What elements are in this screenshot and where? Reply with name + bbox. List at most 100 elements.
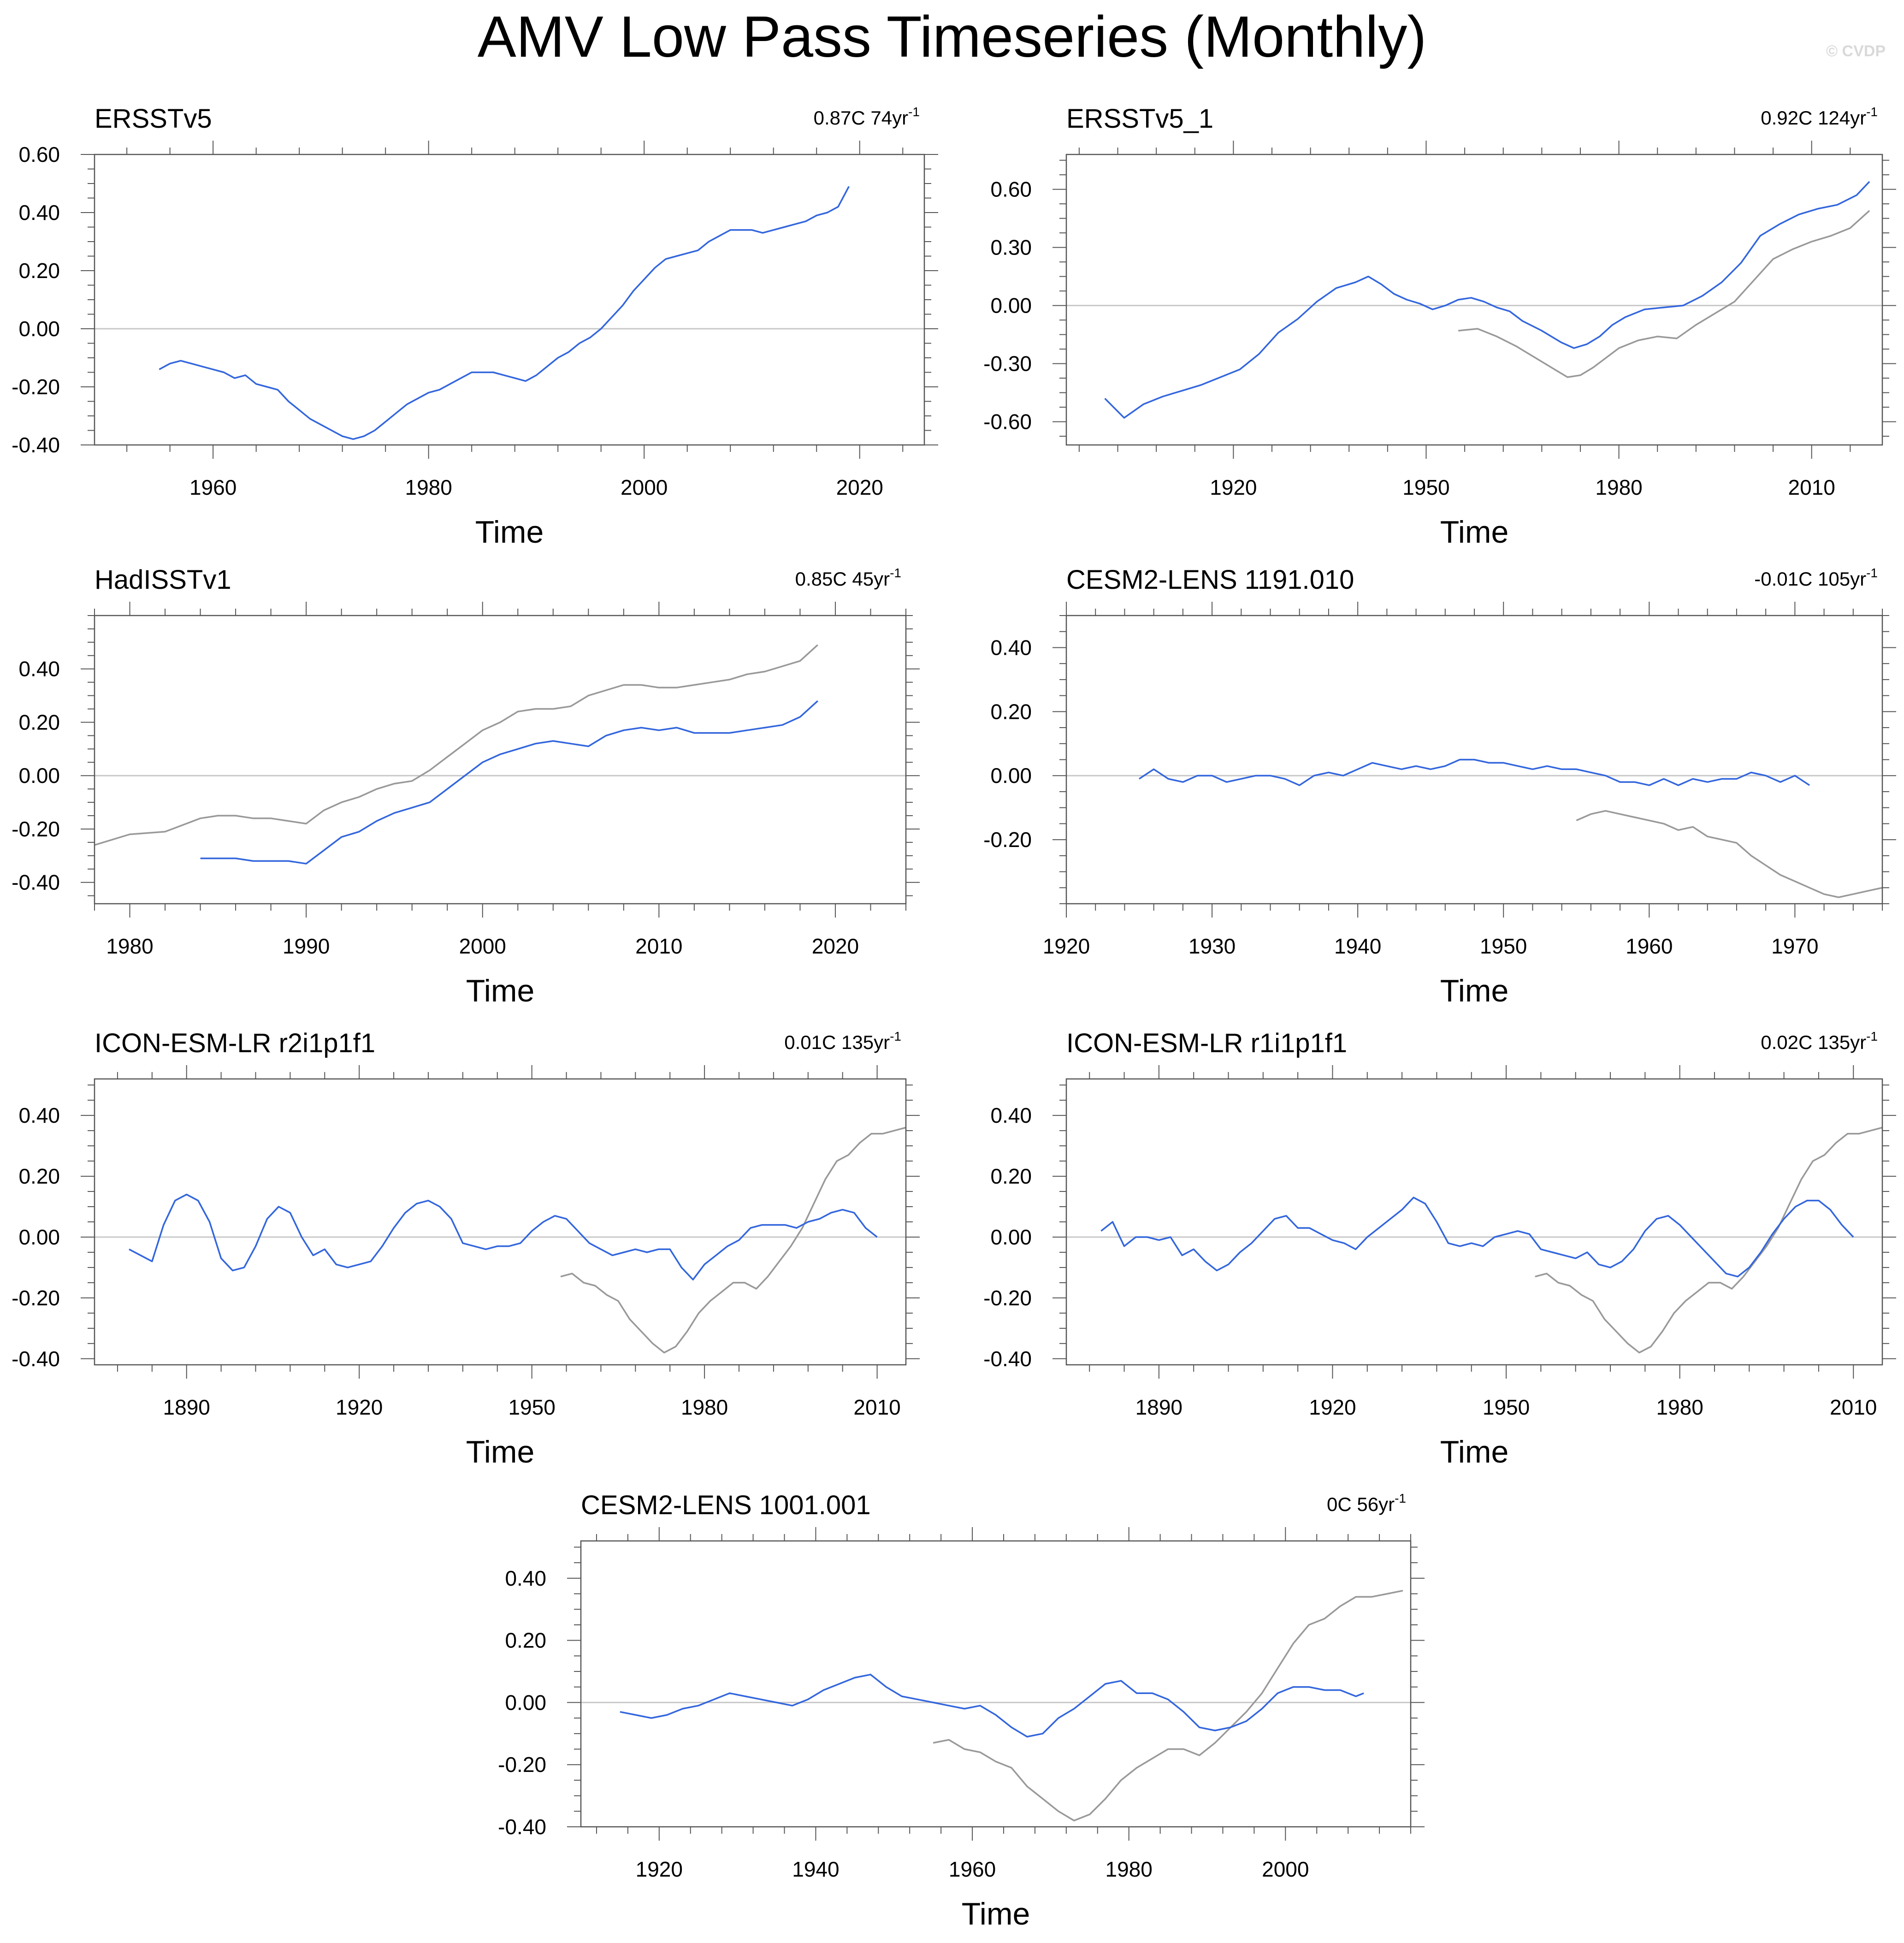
y-tick-label: -0.20 [983, 1286, 1032, 1310]
reference-series-line [1458, 210, 1870, 378]
primary-series-line [1104, 181, 1870, 419]
watermark: © CVDP [1826, 42, 1886, 60]
primary-series-line [200, 700, 818, 865]
panel-title: ICON-ESM-LR r2i1p1f1 [95, 1028, 375, 1058]
trend-annotation-superscript: -1 [1866, 105, 1878, 119]
series-group [129, 1126, 906, 1354]
x-tick-label: 1920 [1309, 1395, 1356, 1419]
y-tick-label: 0.60 [990, 178, 1032, 201]
y-tick-label: -0.40 [983, 1347, 1032, 1371]
trend-annotation: 0.02C 135yr-1 [1761, 1029, 1878, 1053]
trend-annotation-text: 0.92C 124yr [1761, 107, 1866, 129]
y-tick-label: -0.40 [12, 871, 60, 894]
x-tick-label: 1980 [405, 475, 452, 499]
panel-4: 1920 1930 1940 1950 1960 1970 -0.20 0.00 0.20 0.4… [983, 565, 1896, 1008]
y-tick-label: 0.20 [990, 699, 1032, 723]
series-group [1139, 758, 1882, 898]
trend-annotation-text: 0.02C 135yr [1761, 1031, 1866, 1053]
y-tick-label: 0.40 [505, 1566, 546, 1590]
x-tick-label: 1950 [1402, 475, 1449, 499]
trend-annotation-superscript: -1 [908, 105, 920, 119]
panel-title: CESM2-LENS 1001.001 [581, 1490, 871, 1520]
y-tick-label: 0.00 [505, 1690, 546, 1714]
y-tick-label: 0.40 [990, 635, 1032, 659]
y-tick-label: 0.40 [18, 657, 60, 681]
x-tick-label: 1980 [1106, 1857, 1153, 1881]
figure-title: AMV Low Pass Timeseries (Monthly) [477, 4, 1427, 69]
series-group [1104, 181, 1870, 419]
y-tick-label: 0.40 [18, 1103, 60, 1127]
y-tick-label: 0.00 [990, 764, 1032, 788]
x-tick-label: 2020 [836, 475, 883, 499]
x-tick-label: 1920 [1043, 934, 1090, 958]
x-axis-label: Time [1440, 1434, 1509, 1469]
plot-frame [94, 154, 925, 446]
y-tick-label: -0.20 [12, 817, 60, 841]
reference-series-line [933, 1590, 1403, 1822]
plot-frame [94, 615, 907, 905]
panel-title: HadISSTv1 [95, 565, 231, 595]
x-tick-label: 1920 [336, 1395, 383, 1419]
x-tick-label: 1950 [1480, 934, 1527, 958]
y-tick-label: 0.20 [18, 1164, 60, 1188]
y-tick-label: 0.20 [18, 710, 60, 734]
panel-1: 1960 1980 2000 2020 -0.40 -0.20 0.00 0.20 0.40 0.… [12, 104, 938, 550]
x-tick-label: 1890 [163, 1395, 210, 1419]
primary-series-line [159, 186, 850, 440]
primary-series-line [1139, 758, 1810, 786]
y-tick-label: 0.00 [18, 1225, 60, 1249]
trend-annotation-superscript: -1 [890, 566, 901, 580]
x-tick-label: 1940 [1334, 934, 1381, 958]
x-tick-label: 1960 [189, 475, 237, 499]
trend-annotation: 0.85C 45yr-1 [795, 566, 901, 590]
trend-annotation-text: -0.01C 105yr [1754, 568, 1866, 590]
reference-series-line [95, 644, 818, 846]
series-group [159, 186, 850, 440]
x-tick-label: 1950 [1483, 1395, 1530, 1419]
x-axis-label: Time [475, 515, 544, 550]
trend-annotation-text: 0.87C 74yr [814, 107, 908, 129]
x-axis-label: Time [962, 1896, 1030, 1931]
x-axis-label: Time [1440, 973, 1509, 1008]
x-tick-label: 1980 [1595, 475, 1642, 499]
panel-title: ICON-ESM-LR r1i1p1f1 [1066, 1028, 1347, 1058]
x-tick-label: 1920 [636, 1857, 683, 1881]
plot-frame [1065, 154, 1883, 446]
trend-annotation-superscript: -1 [1866, 1029, 1878, 1043]
trend-annotation-superscript: -1 [1866, 566, 1878, 580]
trend-annotation-superscript: -1 [890, 1029, 901, 1043]
y-tick-label: -0.20 [498, 1753, 546, 1777]
y-tick-label: 0.30 [990, 236, 1032, 260]
panel-3: 1980 1990 2000 2010 2020 -0.40 -0.20 0.00 0.20 0.… [12, 565, 920, 1008]
reference-series-line [1576, 810, 1882, 898]
trend-annotation: 0C 56yr-1 [1327, 1491, 1406, 1515]
y-tick-label: -0.20 [12, 375, 60, 399]
panel-6: 1890 1920 1950 1980 2010 -0.40 -0.20 0.00 0.20 0.… [983, 1028, 1896, 1469]
y-tick-label: 0.20 [990, 1164, 1032, 1188]
y-tick-label: -0.40 [12, 433, 60, 457]
y-tick-label: -0.20 [983, 828, 1032, 852]
y-tick-label: 0.40 [18, 201, 60, 225]
x-tick-label: 2010 [1788, 475, 1835, 499]
x-tick-label: 1980 [681, 1395, 728, 1419]
y-tick-label: -0.40 [498, 1815, 546, 1839]
plot-frame [580, 1540, 1412, 1828]
x-tick-label: 1890 [1135, 1395, 1183, 1419]
x-tick-label: 2020 [812, 934, 859, 958]
x-axis-label: Time [1440, 515, 1509, 550]
y-tick-label: -0.30 [983, 352, 1032, 376]
series-group [1100, 1126, 1882, 1354]
x-tick-label: 1970 [1771, 934, 1818, 958]
trend-annotation: 0.87C 74yr-1 [814, 105, 920, 129]
panel-title: ERSSTv5_1 [1066, 104, 1213, 134]
x-tick-label: 2010 [853, 1395, 900, 1419]
y-tick-label: 0.00 [990, 294, 1032, 318]
y-tick-label: 0.20 [18, 259, 60, 283]
x-tick-label: 2010 [1830, 1395, 1877, 1419]
reference-series-line [560, 1126, 906, 1354]
x-tick-label: 2000 [459, 934, 506, 958]
x-tick-label: 2000 [621, 475, 668, 499]
plot-frame [1065, 1078, 1883, 1366]
panel-5: 1890 1920 1950 1980 2010 -0.40 -0.20 0.00 0.20 0.… [12, 1028, 920, 1469]
